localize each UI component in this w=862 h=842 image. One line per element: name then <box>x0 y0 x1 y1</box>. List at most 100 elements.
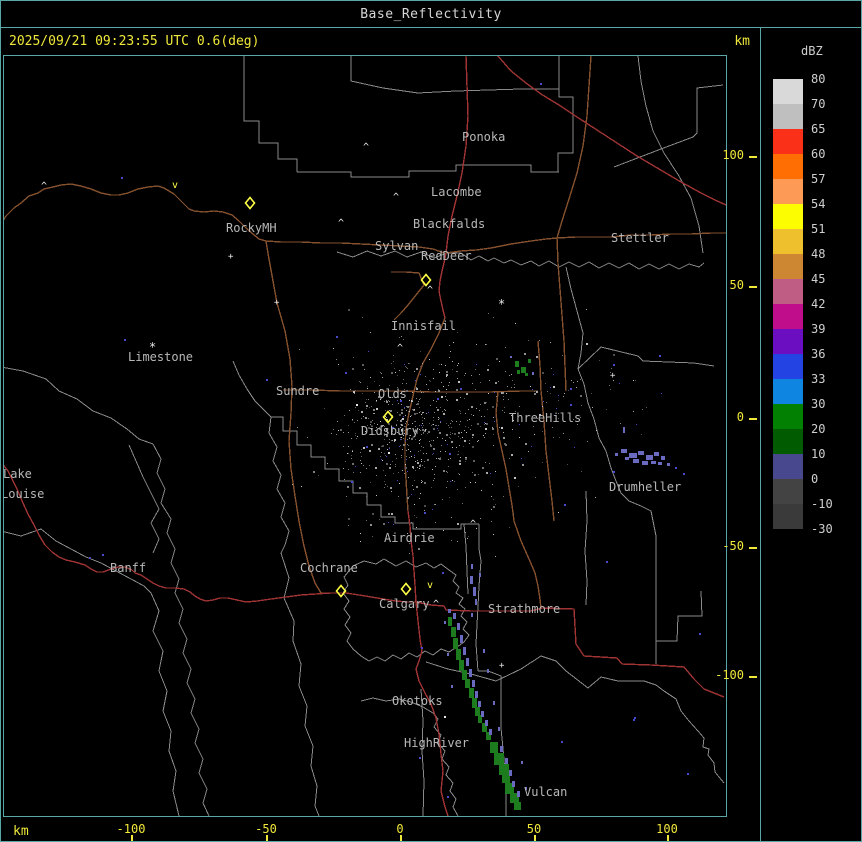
legend-tick-label: 54 <box>811 197 826 211</box>
clutter-echo-pixel <box>495 382 497 384</box>
clutter-echo-pixel <box>534 417 535 418</box>
clutter-echo-pixel <box>416 388 418 390</box>
clutter-echo-pixel <box>528 451 529 452</box>
clutter-echo-pixel <box>344 479 345 480</box>
caret-marker: ^ <box>397 343 403 354</box>
clutter-echo-pixel <box>404 430 405 431</box>
clutter-echo-pixel <box>392 397 393 398</box>
reflectivity-echo-slate <box>505 758 508 764</box>
clutter-echo-pixel <box>528 340 529 341</box>
clutter-echo-pixel <box>394 368 395 369</box>
clutter-echo-pixel <box>577 381 578 382</box>
city-label: Okotoks <box>392 694 443 708</box>
clutter-echo-pixel <box>419 399 420 400</box>
clutter-echo-pixel <box>458 473 459 474</box>
clutter-echo-pixel <box>398 403 399 404</box>
clutter-echo-pixel <box>472 434 474 436</box>
clutter-echo-pixel <box>480 382 481 383</box>
clutter-echo-pixel <box>347 486 349 488</box>
clutter-echo-pixel <box>412 400 413 401</box>
reflectivity-echo-slate <box>475 691 478 698</box>
clutter-echo-pixel <box>401 336 402 337</box>
clutter-echo-pixel <box>486 472 488 474</box>
clutter-echo-pixel <box>471 425 472 426</box>
clutter-echo-pixel <box>493 534 494 535</box>
clutter-echo-pixel <box>378 448 379 449</box>
legend-color-swatch <box>773 154 803 179</box>
clutter-echo-pixel <box>400 399 401 400</box>
clutter-echo-pixel <box>452 480 453 481</box>
clutter-echo-pixel <box>571 380 572 381</box>
radar-plot[interactable]: ^ ^ ^ ^ ^ ^ ^ ^ + + + + * * v v Ponoka Lacombe Blackfalds S… <box>3 55 727 817</box>
clutter-echo-pixel <box>370 482 371 483</box>
radar-site-diamond <box>400 582 412 596</box>
clutter-echo-pixel <box>432 509 433 510</box>
right-axis-tick <box>749 418 757 420</box>
caret-marker: ^ <box>338 218 344 229</box>
reflectivity-echo-slate <box>509 770 512 776</box>
clutter-echo-pixel <box>451 441 453 443</box>
legend-tick-label: 51 <box>811 222 826 236</box>
clutter-echo-pixel <box>449 453 451 455</box>
reflectivity-echo-green <box>478 715 482 723</box>
clutter-echo-pixel <box>429 359 430 360</box>
clutter-echo-pixel <box>512 380 513 381</box>
clutter-echo-pixel <box>493 317 494 318</box>
caret-marker: ^ <box>433 599 439 610</box>
reflectivity-echo-slate <box>478 701 481 707</box>
county-boundary-line <box>271 416 479 530</box>
clutter-echo-pixel <box>383 425 384 426</box>
clutter-echo-pixel <box>412 423 413 424</box>
clutter-echo-pixel <box>452 421 453 422</box>
clutter-echo-pixel <box>414 371 415 372</box>
clutter-echo-pixel <box>358 410 359 411</box>
clutter-echo-pixel <box>423 432 424 433</box>
clutter-echo-pixel <box>421 461 422 462</box>
clutter-echo-pixel <box>562 355 563 356</box>
county-boundary-line <box>557 56 574 172</box>
clutter-echo-pixel <box>419 429 420 430</box>
clutter-echo-pixel <box>484 437 485 438</box>
echo-blue-dot <box>540 83 542 85</box>
clutter-echo-pixel <box>448 425 449 426</box>
clutter-echo-pixel <box>460 397 461 398</box>
clutter-echo-pixel <box>513 513 514 514</box>
reflectivity-echo-slate <box>447 653 449 656</box>
reflectivity-echo-slate <box>463 647 466 655</box>
clutter-echo-pixel <box>399 446 400 447</box>
clutter-echo-pixel <box>449 345 450 346</box>
clutter-echo-pixel <box>411 415 412 416</box>
reflectivity-echo-slate <box>457 623 460 630</box>
clutter-echo-pixel <box>610 372 611 373</box>
clutter-echo-pixel <box>472 446 474 448</box>
clutter-echo-pixel <box>359 381 360 382</box>
scan-timestamp: 2025/09/21 09:23:55 UTC 0.6(deg) <box>9 34 260 49</box>
reflectivity-echo-slate <box>444 621 446 624</box>
clutter-echo-pixel <box>439 458 441 460</box>
reflectivity-echo-green <box>456 649 461 660</box>
reflectivity-echo-green <box>528 359 531 363</box>
clutter-echo-pixel <box>450 438 451 439</box>
echo-blue-dot <box>564 504 566 506</box>
clutter-echo-pixel <box>564 393 565 394</box>
reflectivity-echo-slate <box>498 727 500 731</box>
clutter-echo-pixel <box>435 425 436 426</box>
clutter-echo-pixel <box>477 441 478 442</box>
clutter-echo-pixel <box>448 459 449 460</box>
clutter-echo-pixel <box>399 433 400 434</box>
bottom-axis-tick <box>131 835 133 841</box>
right-axis-unit: km <box>734 34 750 49</box>
clutter-echo-pixel <box>502 410 503 411</box>
clutter-echo-pixel <box>468 409 469 410</box>
clutter-echo-pixel <box>441 364 442 365</box>
clutter-echo-pixel <box>542 462 543 463</box>
clutter-echo-pixel <box>438 430 439 431</box>
clutter-echo-pixel <box>558 418 559 419</box>
plus-marker: + <box>610 371 616 381</box>
clutter-echo-pixel <box>407 471 408 472</box>
clutter-echo-pixel <box>387 444 388 445</box>
reflectivity-echo-green <box>505 783 514 794</box>
clutter-echo-pixel <box>419 440 420 441</box>
clutter-echo-pixel <box>522 464 524 466</box>
clutter-echo-pixel <box>512 429 513 430</box>
